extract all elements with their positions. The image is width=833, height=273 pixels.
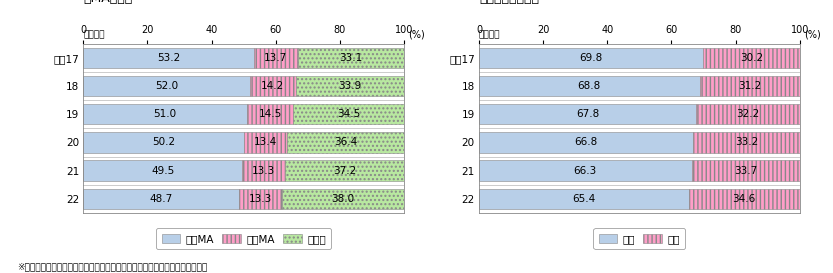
Text: 30.2: 30.2 — [740, 53, 763, 63]
Text: 67.8: 67.8 — [576, 109, 599, 119]
Bar — [700, 76, 800, 96]
Text: 50.2: 50.2 — [152, 137, 176, 147]
Bar — [244, 132, 287, 153]
Text: 33.7: 33.7 — [734, 166, 757, 176]
Text: 51.0: 51.0 — [153, 109, 177, 119]
Text: 13.3: 13.3 — [252, 166, 275, 176]
Text: 36.4: 36.4 — [334, 137, 357, 147]
Bar — [250, 76, 296, 96]
Bar — [691, 161, 800, 181]
Bar — [479, 76, 700, 96]
Bar — [247, 104, 293, 124]
Text: 65.4: 65.4 — [572, 194, 596, 204]
Text: 66.8: 66.8 — [575, 137, 598, 147]
Text: 『MA区域』: 『MA区域』 — [83, 0, 132, 5]
Text: 34.5: 34.5 — [337, 109, 361, 119]
Legend: 同一MA, 隣接MA, その他: 同一MA, 隣接MA, その他 — [157, 228, 331, 249]
Text: ※　過去のデータについては、データを精査した結果を踏まえ修正している。: ※ 過去のデータについては、データを精査した結果を踏まえ修正している。 — [17, 263, 207, 272]
Bar — [479, 104, 696, 124]
Text: (%): (%) — [804, 29, 821, 40]
Bar — [696, 104, 800, 124]
Text: 48.7: 48.7 — [150, 194, 173, 204]
Text: 33.9: 33.9 — [338, 81, 362, 91]
Text: 14.5: 14.5 — [258, 109, 282, 119]
Text: 38.0: 38.0 — [332, 194, 355, 204]
Legend: 県内, 県外: 県内, 県外 — [593, 228, 686, 249]
Text: 69.8: 69.8 — [579, 53, 602, 63]
Text: 33.2: 33.2 — [735, 137, 758, 147]
Text: 34.6: 34.6 — [732, 194, 756, 204]
Text: 52.0: 52.0 — [155, 81, 178, 91]
Text: （年度）: （年度） — [479, 31, 501, 40]
Bar — [254, 48, 298, 68]
Bar — [703, 48, 800, 68]
Bar — [239, 189, 282, 209]
Bar — [83, 76, 250, 96]
Bar — [282, 189, 404, 209]
Text: 14.2: 14.2 — [262, 81, 284, 91]
Bar — [83, 161, 242, 181]
Text: 66.3: 66.3 — [574, 166, 597, 176]
Text: 33.1: 33.1 — [339, 53, 362, 63]
Bar — [83, 132, 244, 153]
Text: （年度）: （年度） — [83, 31, 105, 40]
Text: 68.8: 68.8 — [577, 81, 601, 91]
Bar — [479, 132, 693, 153]
Text: 49.5: 49.5 — [151, 166, 174, 176]
Bar — [242, 161, 285, 181]
Bar — [693, 132, 800, 153]
Bar — [479, 161, 691, 181]
Bar — [479, 189, 689, 209]
Text: 53.2: 53.2 — [157, 53, 180, 63]
Text: 31.2: 31.2 — [738, 81, 761, 91]
Bar — [689, 189, 800, 209]
Bar — [83, 189, 239, 209]
Bar — [293, 104, 404, 124]
Text: 37.2: 37.2 — [332, 166, 356, 176]
Text: 『都道府県単位』: 『都道府県単位』 — [479, 0, 539, 5]
Bar — [287, 132, 404, 153]
Bar — [83, 104, 247, 124]
Text: 13.4: 13.4 — [254, 137, 277, 147]
Text: 13.3: 13.3 — [249, 194, 272, 204]
Bar — [285, 161, 404, 181]
Text: (%): (%) — [408, 29, 425, 40]
Bar — [298, 48, 404, 68]
Bar — [83, 48, 254, 68]
Text: 13.7: 13.7 — [264, 53, 287, 63]
Bar — [479, 48, 703, 68]
Text: 32.2: 32.2 — [736, 109, 760, 119]
Bar — [296, 76, 404, 96]
